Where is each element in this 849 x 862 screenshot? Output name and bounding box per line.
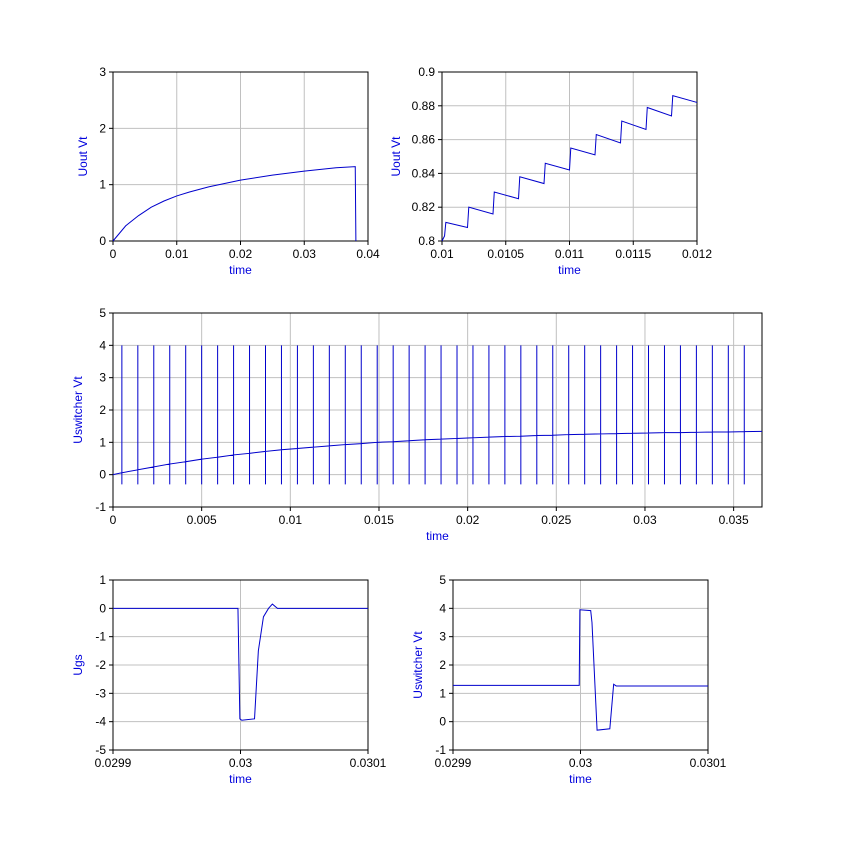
- y-axis-label: Uswitcher Vt: [411, 631, 425, 699]
- x-tick-label: 0.03: [229, 756, 253, 770]
- data-line: [113, 603, 368, 721]
- y-tick-label: 4: [99, 338, 106, 352]
- data-line: [453, 609, 708, 731]
- x-tick-label: 0.0301: [350, 756, 387, 770]
- plot-frame: [452, 579, 709, 751]
- y-tick-label: -2: [95, 658, 106, 672]
- y-axis-label: Uout Vt: [389, 136, 403, 177]
- y-tick-label: 3: [99, 65, 106, 79]
- y-tick-label: -3: [95, 686, 106, 700]
- x-tick-label: 0.01: [430, 247, 454, 261]
- y-tick-label: -4: [95, 715, 106, 729]
- x-tick-label: 0.012: [682, 247, 712, 261]
- x-tick-label: 0.03: [293, 247, 317, 261]
- x-tick-label: 0.0299: [435, 756, 472, 770]
- plot-frame: [112, 71, 369, 242]
- y-tick-label: 0: [439, 715, 446, 729]
- y-tick-label: 0: [99, 601, 106, 615]
- y-tick-label: 0: [99, 234, 106, 248]
- y-tick-label: 2: [99, 403, 106, 417]
- y-tick-label: 0: [99, 468, 106, 482]
- x-tick-label: 0: [110, 513, 117, 527]
- x-tick-label: 0.005: [187, 513, 217, 527]
- x-tick-label: 0.0115: [615, 247, 651, 261]
- x-tick-label: 0.0105: [487, 247, 524, 261]
- x-axis-label: time: [558, 263, 581, 277]
- y-tick-label: 1: [99, 435, 106, 449]
- y-tick-label: 1: [439, 686, 446, 700]
- y-tick-label: 0.86: [412, 133, 436, 147]
- y-tick-label: -1: [435, 743, 446, 757]
- x-axis-label: time: [229, 263, 252, 277]
- y-tick-label: 0.8: [418, 234, 435, 248]
- x-tick-label: 0.011: [555, 247, 584, 261]
- plot-frame: [441, 71, 698, 242]
- x-tick-label: 0.01: [279, 513, 303, 527]
- y-axis-label: Uout Vt: [76, 136, 90, 177]
- y-tick-label: 1: [99, 573, 106, 587]
- plot-frame: [112, 579, 369, 751]
- y-tick-label: 2: [99, 121, 106, 135]
- x-tick-label: 0.03: [633, 513, 657, 527]
- x-tick-label: 0.015: [364, 513, 394, 527]
- x-tick-label: 0: [110, 247, 117, 261]
- x-tick-label: 0.02: [456, 513, 480, 527]
- x-tick-label: 0.01: [165, 247, 189, 261]
- y-tick-label: 2: [439, 658, 446, 672]
- y-tick-label: 0.9: [418, 65, 435, 79]
- x-axis-label: time: [569, 772, 592, 786]
- x-tick-label: 0.03: [569, 756, 593, 770]
- y-tick-label: 5: [99, 306, 106, 320]
- x-tick-label: 0.025: [541, 513, 571, 527]
- y-tick-label: 0.88: [412, 99, 436, 113]
- y-tick-label: -1: [95, 500, 106, 514]
- x-axis-label: time: [229, 772, 252, 786]
- y-tick-label: -5: [95, 743, 106, 757]
- x-tick-label: 0.0301: [690, 756, 727, 770]
- y-tick-label: 3: [439, 630, 446, 644]
- x-tick-label: 0.0299: [95, 756, 132, 770]
- x-tick-label: 0.02: [229, 247, 253, 261]
- y-tick-label: 0.84: [412, 166, 436, 180]
- plot-frame: [112, 312, 763, 508]
- y-axis-label: Uswitcher Vt: [71, 376, 85, 444]
- x-axis-label: time: [426, 529, 449, 543]
- y-tick-label: 1: [99, 178, 106, 192]
- y-tick-label: 3: [99, 371, 106, 385]
- x-tick-label: 0.04: [356, 247, 380, 261]
- data-line: [112, 345, 763, 485]
- y-tick-label: -1: [95, 630, 106, 644]
- data-line: [112, 166, 357, 242]
- y-axis-label: Ugs: [71, 654, 85, 675]
- y-tick-label: 5: [439, 573, 446, 587]
- x-tick-label: 0.035: [719, 513, 749, 527]
- data-line: [441, 95, 698, 242]
- y-tick-label: 0.82: [412, 200, 436, 214]
- y-tick-label: 4: [439, 601, 446, 615]
